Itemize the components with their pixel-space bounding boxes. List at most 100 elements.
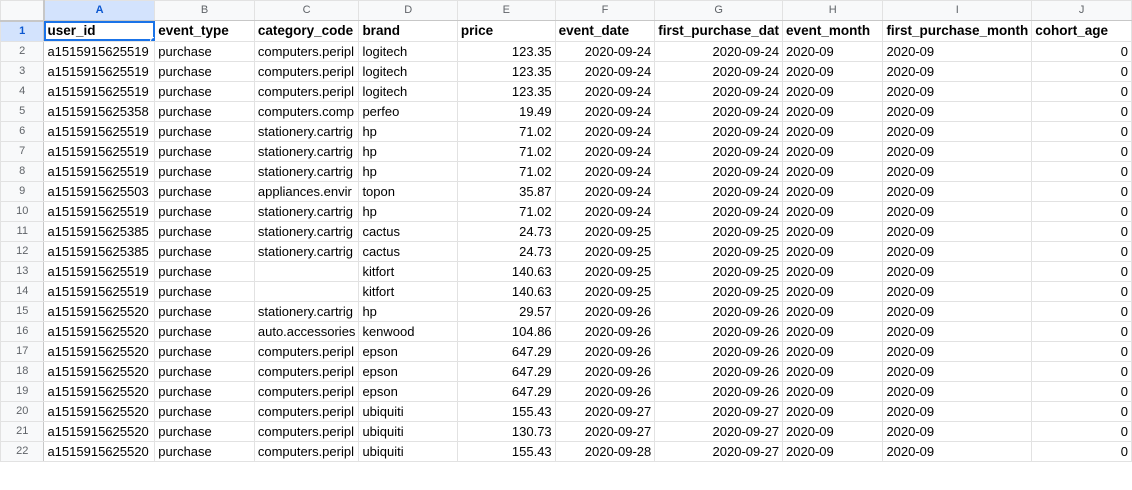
cell-cohort-age[interactable]: 0 xyxy=(1031,320,1132,342)
column-header-h[interactable]: H xyxy=(782,0,884,21)
cell-event-date[interactable]: 2020-09-25 xyxy=(554,280,656,302)
row-header[interactable]: 22 xyxy=(0,440,45,462)
cell-event-month[interactable]: 2020-09 xyxy=(782,100,884,122)
cell-first-purchase-date[interactable]: 2020-09-26 xyxy=(654,360,784,382)
cell-event-type[interactable]: purchase xyxy=(154,120,255,142)
cell-cohort-age[interactable]: 0 xyxy=(1031,220,1132,242)
cell-price[interactable]: 104.86 xyxy=(456,320,556,342)
cell-user-id[interactable]: a1515915625519 xyxy=(43,60,156,82)
cell-event-date[interactable]: 2020-09-25 xyxy=(554,240,656,262)
cell-first-purchase-date[interactable]: 2020-09-26 xyxy=(654,340,784,362)
cell-event-type[interactable]: purchase xyxy=(154,180,255,202)
cell-first-purchase-month[interactable]: 2020-09 xyxy=(882,420,1033,442)
cell-event-type[interactable]: purchase xyxy=(154,60,255,82)
cell-event-month[interactable]: 2020-09 xyxy=(782,180,884,202)
cell-event-type[interactable]: purchase xyxy=(154,380,255,402)
cell-price[interactable]: 19.49 xyxy=(456,100,556,122)
cell-price[interactable]: 71.02 xyxy=(456,120,556,142)
cell-event-date[interactable]: 2020-09-25 xyxy=(554,220,656,242)
cell-cohort-age[interactable]: 0 xyxy=(1031,140,1132,162)
cell-price[interactable]: 71.02 xyxy=(456,160,556,182)
cell-event-month[interactable]: 2020-09 xyxy=(782,280,884,302)
cell-category-code[interactable]: stationery.cartrig xyxy=(253,160,360,182)
cell-brand[interactable]: hp xyxy=(358,160,458,182)
row-header[interactable]: 21 xyxy=(0,420,45,442)
cell-first-purchase-date[interactable]: 2020-09-27 xyxy=(654,400,784,422)
cell-cohort-age[interactable]: 0 xyxy=(1031,300,1132,322)
row-header[interactable]: 11 xyxy=(0,220,45,242)
cell-header[interactable]: event_date xyxy=(554,20,656,42)
row-header[interactable]: 16 xyxy=(0,320,45,342)
cell-brand[interactable]: kitfort xyxy=(358,280,458,302)
cell-brand[interactable]: logitech xyxy=(358,40,458,62)
cell-event-date[interactable]: 2020-09-24 xyxy=(554,120,656,142)
cell-event-month[interactable]: 2020-09 xyxy=(782,40,884,62)
row-header[interactable]: 4 xyxy=(0,80,45,102)
cell-first-purchase-date[interactable]: 2020-09-24 xyxy=(654,200,784,222)
cell-user-id[interactable]: a1515915625520 xyxy=(43,400,156,422)
cell-user-id[interactable]: a1515915625519 xyxy=(43,140,156,162)
cell-user-id[interactable]: a1515915625503 xyxy=(43,180,156,202)
cell-first-purchase-date[interactable]: 2020-09-24 xyxy=(654,180,784,202)
cell-user-id[interactable]: a1515915625519 xyxy=(43,120,156,142)
cell-first-purchase-month[interactable]: 2020-09 xyxy=(882,320,1033,342)
cell-header[interactable]: category_code xyxy=(253,20,360,42)
cell-category-code[interactable]: computers.comp xyxy=(253,100,360,122)
cell-event-type[interactable]: purchase xyxy=(154,100,255,122)
cell-user-id[interactable]: a1515915625520 xyxy=(43,320,156,342)
cell-category-code[interactable]: stationery.cartrig xyxy=(253,220,360,242)
cell-cohort-age[interactable]: 0 xyxy=(1031,120,1132,142)
cell-first-purchase-date[interactable]: 2020-09-26 xyxy=(654,300,784,322)
cell-first-purchase-date[interactable]: 2020-09-25 xyxy=(654,220,784,242)
cell-price[interactable]: 647.29 xyxy=(456,340,556,362)
cell-brand[interactable]: epson xyxy=(358,340,458,362)
cell-price[interactable]: 71.02 xyxy=(456,200,556,222)
cell-first-purchase-date[interactable]: 2020-09-24 xyxy=(654,120,784,142)
cell-event-type[interactable]: purchase xyxy=(154,240,255,262)
cell-first-purchase-month[interactable]: 2020-09 xyxy=(882,160,1033,182)
cell-cohort-age[interactable]: 0 xyxy=(1031,80,1132,102)
cell-first-purchase-month[interactable]: 2020-09 xyxy=(882,100,1033,122)
cell-price[interactable]: 647.29 xyxy=(456,380,556,402)
cell-event-date[interactable]: 2020-09-25 xyxy=(554,260,656,282)
cell-event-type[interactable]: purchase xyxy=(154,80,255,102)
cell-brand[interactable]: topon xyxy=(358,180,458,202)
cell-first-purchase-month[interactable]: 2020-09 xyxy=(882,400,1033,422)
cell-brand[interactable]: ubiquiti xyxy=(358,420,458,442)
cell-brand[interactable]: hp xyxy=(358,300,458,322)
cell-price[interactable]: 155.43 xyxy=(456,400,556,422)
cell-category-code[interactable]: appliances.envir xyxy=(253,180,360,202)
column-header-b[interactable]: B xyxy=(154,0,255,21)
row-header[interactable]: 9 xyxy=(0,180,45,202)
cell-user-id[interactable]: a1515915625520 xyxy=(43,380,156,402)
cell-category-code[interactable]: stationery.cartrig xyxy=(253,140,360,162)
cell-cohort-age[interactable]: 0 xyxy=(1031,240,1132,262)
cell-cohort-age[interactable]: 0 xyxy=(1031,360,1132,382)
cell-first-purchase-date[interactable]: 2020-09-25 xyxy=(654,260,784,282)
column-header-i[interactable]: I xyxy=(882,0,1033,21)
cell-first-purchase-month[interactable]: 2020-09 xyxy=(882,240,1033,262)
cell-event-month[interactable]: 2020-09 xyxy=(782,240,884,262)
cell-cohort-age[interactable]: 0 xyxy=(1031,60,1132,82)
cell-price[interactable]: 130.73 xyxy=(456,420,556,442)
cell-price[interactable]: 29.57 xyxy=(456,300,556,322)
cell-event-date[interactable]: 2020-09-24 xyxy=(554,80,656,102)
cell-first-purchase-month[interactable]: 2020-09 xyxy=(882,380,1033,402)
cell-category-code[interactable]: computers.peripl xyxy=(253,340,360,362)
cell-header[interactable]: event_month xyxy=(782,20,884,42)
cell-event-month[interactable]: 2020-09 xyxy=(782,140,884,162)
cell-first-purchase-month[interactable]: 2020-09 xyxy=(882,300,1033,322)
cell-first-purchase-month[interactable]: 2020-09 xyxy=(882,360,1033,382)
cell-event-month[interactable]: 2020-09 xyxy=(782,360,884,382)
cell-event-date[interactable]: 2020-09-26 xyxy=(554,300,656,322)
cell-category-code[interactable]: auto.accessories xyxy=(253,320,360,342)
cell-price[interactable]: 123.35 xyxy=(456,60,556,82)
cell-event-type[interactable]: purchase xyxy=(154,440,255,462)
cell-cohort-age[interactable]: 0 xyxy=(1031,160,1132,182)
cell-cohort-age[interactable]: 0 xyxy=(1031,260,1132,282)
column-header-e[interactable]: E xyxy=(456,0,556,21)
cell-first-purchase-month[interactable]: 2020-09 xyxy=(882,60,1033,82)
cell-brand[interactable]: ubiquiti xyxy=(358,440,458,462)
cell-brand[interactable]: epson xyxy=(358,360,458,382)
cell-header[interactable]: price xyxy=(456,20,556,42)
